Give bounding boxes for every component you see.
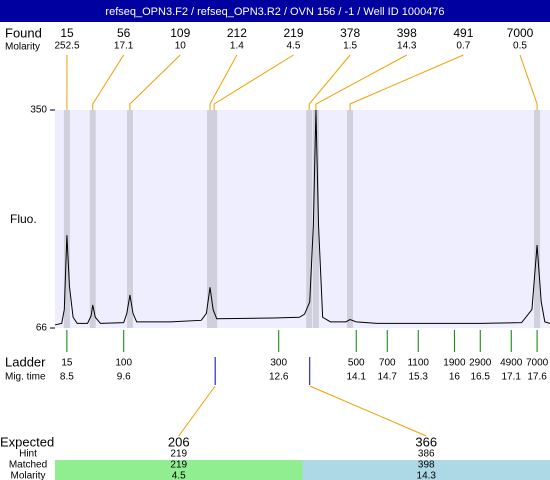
found-connector (92, 54, 125, 110)
ladder-time: 14.1 (347, 372, 367, 383)
row-label: Hint (19, 449, 37, 460)
y-axis-label: Fluo. (10, 212, 37, 226)
found-molarity: 10 (175, 41, 187, 52)
found-connector (129, 54, 181, 110)
expected-label: Expected (0, 434, 54, 449)
y-tick-label: 350 (30, 105, 47, 116)
expected-box (55, 460, 303, 480)
ladder-size: 2900 (469, 358, 492, 369)
found-molarity: 1.4 (230, 41, 244, 52)
matched: 398 (418, 460, 435, 471)
found-molarity: 0.7 (456, 41, 470, 52)
found-molarity: 0.5 (513, 41, 527, 52)
ladder-time: 17.6 (527, 372, 547, 383)
found-size: 378 (340, 26, 360, 40)
found-size: 56 (117, 26, 131, 40)
found-size: 219 (283, 26, 303, 40)
y-tick-label: 66 (36, 323, 48, 334)
found-connector (213, 54, 294, 110)
found-size: 109 (170, 26, 190, 40)
ladder-size: 700 (379, 358, 396, 369)
expected-molarity: 14.3 (417, 471, 437, 480)
found-band (534, 110, 541, 328)
ladder-time: 16 (449, 372, 461, 383)
row-label: Matched (9, 460, 47, 471)
ladder-time: 12.6 (269, 372, 289, 383)
found-connector (209, 54, 238, 110)
found-connector (519, 54, 538, 110)
ladder-time: 9.6 (117, 372, 131, 383)
ladder-size: 100 (115, 358, 132, 369)
ladder-size: 300 (270, 358, 287, 369)
found-molarity: 4.5 (287, 41, 301, 52)
ladder-size: 500 (348, 358, 365, 369)
found-band (207, 110, 214, 328)
title-bar (0, 0, 550, 22)
ladder-size: 1900 (443, 358, 466, 369)
found-size: 7000 (507, 26, 534, 40)
found-label: Found (5, 25, 42, 40)
ladder-size: 4900 (500, 358, 523, 369)
plot-area (55, 110, 550, 328)
found-band (211, 110, 218, 328)
found-size: 212 (227, 26, 247, 40)
matched: 219 (170, 460, 187, 471)
found-size: 398 (397, 26, 417, 40)
expected-connector (178, 385, 216, 437)
trace (54, 109, 550, 326)
expected-size: 206 (168, 434, 190, 449)
found-band (126, 110, 133, 328)
found-band (63, 110, 70, 328)
found-band (89, 110, 96, 328)
ladder-size: 15 (61, 358, 73, 369)
ladder-label: Ladder (5, 354, 46, 369)
found-molarity: 252.5 (54, 41, 79, 52)
ladder-time: 16.5 (471, 372, 491, 383)
found-connector (315, 54, 407, 110)
ladder-time: 15.3 (409, 372, 429, 383)
ladder-time: 8.5 (60, 372, 74, 383)
found-size: 491 (453, 26, 473, 40)
found-connector (308, 54, 351, 110)
expected-molarity: 4.5 (172, 471, 186, 480)
found-size: 15 (60, 26, 74, 40)
chart-title: refseq_OPN3.F2 / refseq_OPN3.R2 / OVN 15… (105, 6, 444, 18)
ladder-size: 1100 (407, 358, 429, 369)
expected-size: 366 (415, 434, 437, 449)
found-molarity: 1.5 (343, 41, 357, 52)
molarity-label: Molarity (5, 42, 40, 53)
found-band (312, 110, 319, 328)
found-molarity: 14.3 (397, 41, 417, 52)
hint: 219 (170, 449, 187, 460)
ladder-time: 14.7 (378, 372, 398, 383)
hint: 386 (418, 449, 435, 460)
found-band (347, 110, 354, 328)
found-band (306, 110, 313, 328)
ladder-size: 7000 (526, 358, 549, 369)
ladder-time: 17.1 (502, 372, 522, 383)
found-connector (349, 54, 464, 110)
row-label: Molarity (10, 471, 45, 480)
mig-time-label: Mig. time (5, 372, 46, 383)
found-molarity: 17.1 (114, 41, 134, 52)
expected-connector (309, 385, 427, 437)
expected-box (302, 460, 550, 480)
